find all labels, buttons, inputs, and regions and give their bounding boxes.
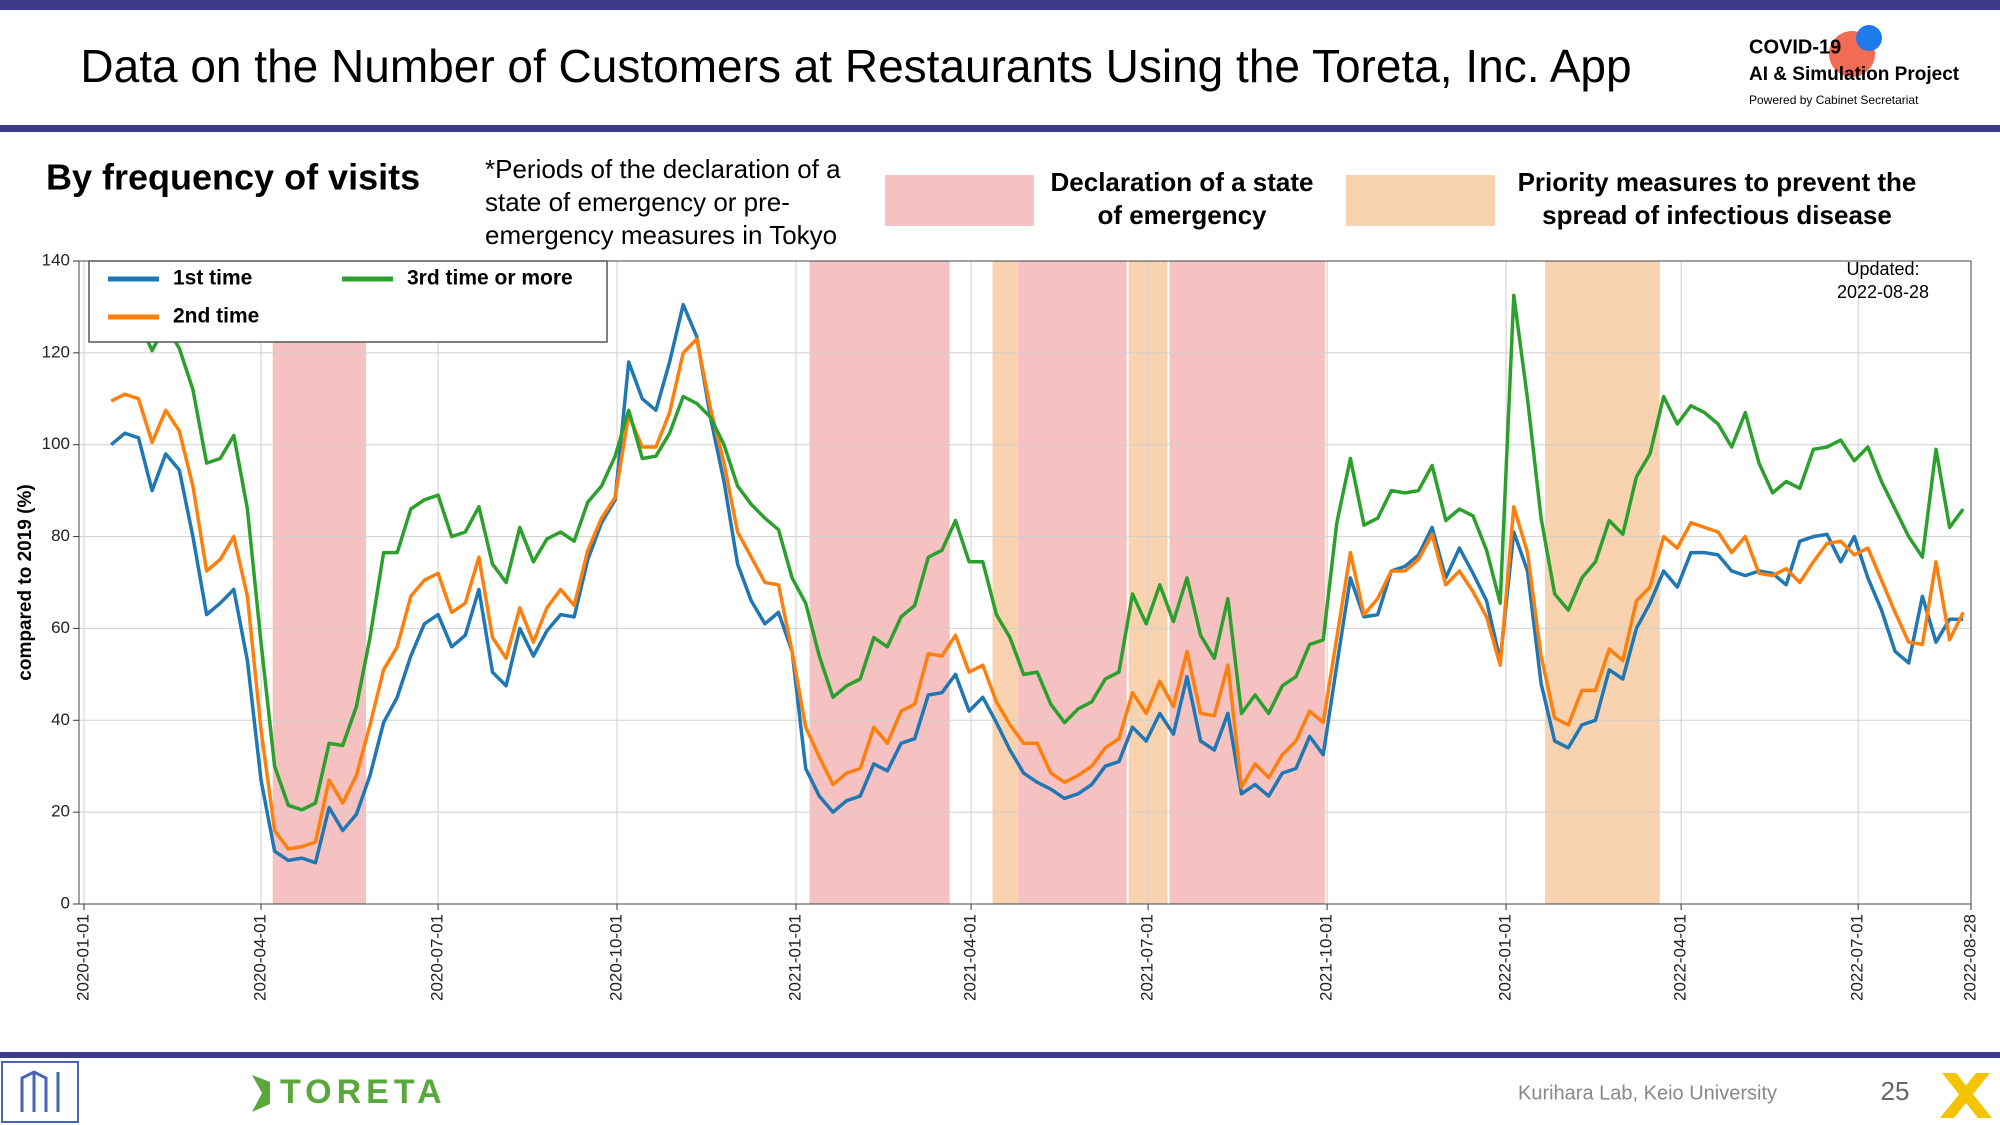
legend-label: 1st time <box>173 267 252 290</box>
note-line: emergency measures in Tokyo <box>485 220 837 250</box>
x-tick-label: 2021-04-01 <box>961 914 980 1001</box>
chart-title: By frequency of visits <box>46 157 420 198</box>
legend-label: 3rd time or more <box>407 267 573 290</box>
plot-frame <box>78 260 1972 905</box>
x-logo <box>1940 1073 1992 1118</box>
x-tick-label: 2021-01-01 <box>785 914 804 1001</box>
x-tick-label: 2021-10-01 <box>1317 914 1336 1001</box>
shade-legend: Declaration of a state of emergency Priori… <box>885 167 1916 230</box>
lab-icon <box>1 1061 79 1123</box>
shade-label-line: spread of infectious disease <box>1542 200 1892 230</box>
x-tick-label: 2022-08-28 <box>1960 914 1979 1001</box>
y-tick-label: 60 <box>51 618 70 637</box>
logo-dot <box>1856 25 1882 51</box>
period-band <box>1544 261 1660 904</box>
note: *Periods of the declaration of a state o… <box>485 154 848 250</box>
shade-label: Priority measures to prevent the spread o… <box>1518 167 1917 230</box>
x-tick-label: 2020-04-01 <box>251 914 270 1001</box>
note-line: state of emergency or pre- <box>485 187 790 217</box>
series-line <box>110 337 1965 851</box>
series-line <box>110 302 1964 865</box>
logo-text: COVID-19 <box>1749 36 1841 58</box>
shade-label: Declaration of a state of emergency <box>1051 167 1314 230</box>
shade-label-line: Priority measures to prevent the <box>1518 167 1917 197</box>
shade-swatch <box>1346 175 1495 226</box>
y-tick-label: 120 <box>42 342 70 361</box>
shade-label-line: Declaration of a state <box>1051 167 1314 197</box>
footer-rule <box>0 1052 2000 1058</box>
period-band <box>272 261 367 904</box>
shade-swatch <box>885 175 1034 226</box>
period-band <box>809 261 950 904</box>
y-tick-label: 20 <box>51 802 70 821</box>
legend-box <box>88 260 608 343</box>
slide-title: Data on the Number of Customers at Resta… <box>80 40 1631 92</box>
period-band <box>992 261 1018 904</box>
logo-text: AI & Simulation Project <box>1749 64 1960 85</box>
x-tick-label: 2022-01-01 <box>1496 914 1515 1001</box>
period-band <box>1169 261 1326 904</box>
period-band <box>1017 261 1127 904</box>
y-tick-label: 140 <box>42 250 70 269</box>
updated-note: Updated: <box>1846 259 1919 279</box>
plot: 0 20 40 60 80 100 120 140 2020-01-01 2020-04-01 20… <box>15 250 1979 1000</box>
brand-icon <box>252 1075 270 1112</box>
x-tick-label: 2020-07-01 <box>428 914 447 1001</box>
x-tick-label: 2020-01-01 <box>73 914 92 1001</box>
title-rule <box>0 125 2000 132</box>
y-tick-label: 40 <box>51 710 70 729</box>
credit: Kurihara Lab, Keio University <box>1518 1082 1777 1104</box>
page-number: 25 <box>1881 1076 1910 1106</box>
top-bar <box>0 0 2000 10</box>
x-tick-label: 2020-10-01 <box>607 914 626 1001</box>
x-tick-label: 2021-07-01 <box>1138 914 1157 1001</box>
updated-note: 2022-08-28 <box>1837 282 1929 302</box>
y-tick-label: 0 <box>61 893 70 912</box>
x-tick-label: 2022-04-01 <box>1671 914 1690 1001</box>
x-tick-label: 2022-07-01 <box>1848 914 1867 1001</box>
series-line <box>110 293 1965 812</box>
logo-text: Powered by Cabinet Secretariat <box>1749 93 1919 107</box>
shade-label-line: of emergency <box>1097 200 1267 230</box>
note-line: *Periods of the declaration of a <box>485 154 841 184</box>
y-tick-label: 100 <box>42 434 70 453</box>
brand: TORETA <box>280 1073 447 1111</box>
y-tick-label: 80 <box>51 526 70 545</box>
y-axis-label: compared to 2019 (%) <box>15 484 36 680</box>
legend-label: 2nd time <box>173 305 259 328</box>
